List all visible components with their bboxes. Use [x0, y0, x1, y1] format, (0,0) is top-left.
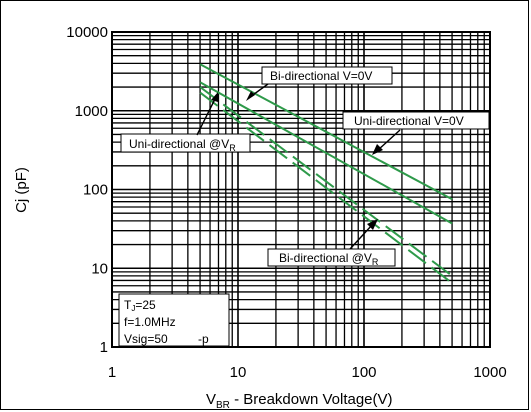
svg-text:TJ=25: TJ=25 [124, 298, 156, 313]
annotation-bi-vr: Bi-directional @VR [267, 219, 396, 267]
annotation-uni-vr-text: Uni-directional @V [129, 137, 229, 151]
series-line-2 [199, 81, 453, 225]
x-axis-label-sub: BR [216, 400, 230, 411]
series-group [199, 63, 453, 284]
x-tick-label: 1000 [473, 364, 506, 381]
annotation-bi-v0: Bi-directional V=0V [246, 66, 393, 101]
conditions-vsig: Vsig=50 [124, 332, 168, 346]
plot-border [111, 31, 491, 348]
x-tick-label: 10 [230, 364, 247, 381]
x-axis-label-rest: - Breakdown Voltage(V) [230, 391, 393, 408]
series-line-4 [199, 91, 453, 284]
annotation-bi-vr-sub: R [372, 257, 379, 267]
conditions-freq: f=1.0MHz [124, 315, 176, 329]
series-line-1 [199, 63, 453, 201]
svg-text:Uni-directional @VR: Uni-directional @VR [129, 137, 236, 153]
tick-labels: 1 10 100 1000 1 10 100 1000 10000 [66, 24, 506, 381]
y-axis-label: Cj (pF) [13, 167, 30, 213]
svg-text:Bi-directional @VR: Bi-directional @VR [279, 251, 379, 267]
annotation-bi-vr-text: Bi-directional @V [279, 251, 372, 265]
annotation-uni-v0: Uni-directional V=0V [342, 111, 490, 155]
x-axis-label: VBR - Breakdown Voltage(V) [206, 391, 393, 411]
conditions-vsig-unit: -p [198, 332, 209, 346]
y-tick-label: 1000 [75, 103, 108, 120]
series-line-3 [199, 86, 453, 277]
y-tick-label: 10000 [66, 24, 108, 41]
annotation-uni-vr-sub: R [229, 143, 236, 153]
x-tick-label: 100 [351, 364, 376, 381]
y-tick-label: 100 [83, 182, 108, 199]
x-axis-label-main: V [206, 391, 216, 408]
annotation-uni-vr: Uni-directional @VR [120, 92, 251, 153]
annotation-uni-v0-text: Uni-directional V=0V [354, 114, 464, 128]
conditions-tj: T [124, 298, 132, 312]
y-tick-label: 1 [100, 339, 108, 356]
annotation-bi-v0-text: Bi-directional V=0V [270, 69, 372, 83]
conditions-tj-sub: J [131, 304, 135, 313]
conditions-box: TJ=25 f=1.0MHz Vsig=50 -p [118, 293, 230, 347]
x-tick-label: 1 [108, 364, 116, 381]
conditions-tj-value: =25 [135, 298, 156, 312]
y-tick-label: 10 [91, 260, 108, 277]
